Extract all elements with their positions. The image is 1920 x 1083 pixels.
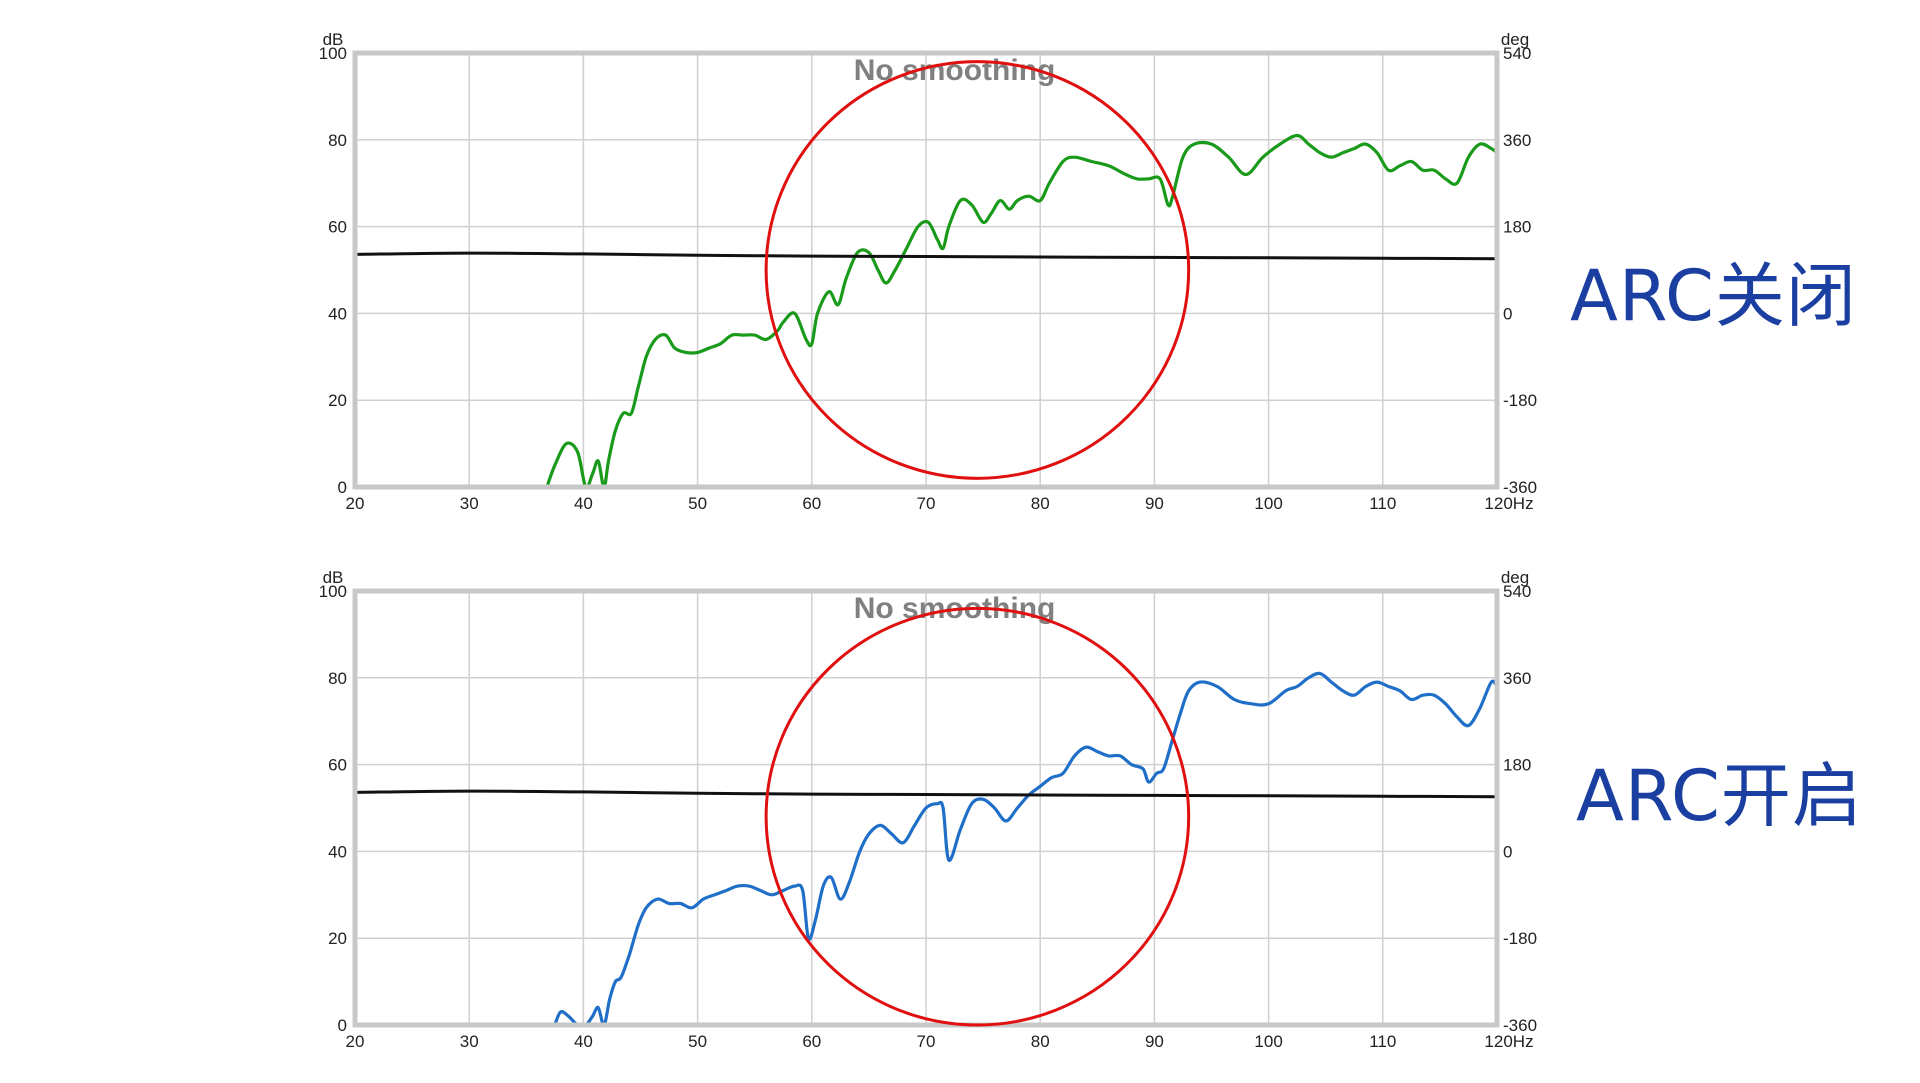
x-tick-label: 120Hz — [1484, 1032, 1533, 1051]
x-tick-label: 30 — [460, 1032, 479, 1051]
annotation-circle — [764, 60, 1191, 480]
x-tick-label: 80 — [1031, 494, 1050, 513]
y-axis-unit: dB — [323, 30, 344, 49]
x-tick-label: 110 — [1369, 494, 1396, 513]
x-tick-label: 90 — [1145, 1032, 1164, 1051]
y-tick-label: 100 — [319, 582, 347, 601]
y-tick-label: 0 — [338, 478, 347, 497]
plot-frame — [352, 588, 1500, 1028]
arc-on-label: ARC开启 — [1576, 755, 1863, 837]
y2-tick-label: -360 — [1503, 478, 1537, 497]
y-tick-label: 80 — [328, 669, 347, 688]
x-tick-label: 50 — [688, 494, 707, 513]
x-tick-label: 100 — [1254, 494, 1282, 513]
annotation-circle — [764, 606, 1191, 1027]
x-tick-label: 30 — [460, 494, 479, 513]
y2-tick-label: 180 — [1503, 218, 1531, 237]
x-tick-label: 70 — [917, 494, 936, 513]
series-group — [355, 133, 1497, 487]
x-tick-label: 110 — [1369, 1032, 1396, 1051]
x-tick-label: 80 — [1031, 1032, 1050, 1051]
y-tick-label: 40 — [328, 842, 347, 861]
y-tick-label: 60 — [328, 756, 347, 775]
x-tick-label: 40 — [574, 494, 593, 513]
y-tick-label: 60 — [328, 218, 347, 237]
y-tick-label: 80 — [328, 131, 347, 150]
chart-arc-on: 20 30 40 50 60 70 80 90 100 110 120Hz020406080100-… — [319, 568, 1537, 1051]
response-line — [553, 671, 1497, 1025]
y2-tick-label: 360 — [1503, 669, 1531, 688]
arc-off-label: ARC关闭 — [1570, 255, 1857, 337]
x-tick-label: 60 — [802, 494, 821, 513]
reference-line — [355, 251, 1497, 261]
y2-tick-label: 0 — [1503, 842, 1512, 861]
reference-line — [355, 789, 1497, 799]
y-tick-label: 100 — [319, 44, 347, 63]
x-tick-label: 20 — [346, 1032, 365, 1051]
series-group — [355, 671, 1497, 1025]
y2-tick-label: 0 — [1503, 304, 1512, 323]
y2-tick-label: -360 — [1503, 1016, 1537, 1035]
y2-tick-label: 180 — [1503, 756, 1531, 775]
y-tick-label: 20 — [328, 391, 347, 410]
x-tick-label: 20 — [346, 494, 365, 513]
response-line — [545, 133, 1497, 487]
y-axis-unit: dB — [323, 568, 344, 587]
x-tick-label: 40 — [574, 1032, 593, 1051]
x-tick-label: 50 — [688, 1032, 707, 1051]
y2-axis-unit: deg — [1501, 30, 1529, 49]
chart-arc-off: 20 30 40 50 60 70 80 90 100 110 120Hz020406080100-… — [319, 30, 1537, 513]
x-tick-label: 70 — [917, 1032, 936, 1051]
y2-tick-label: 540 — [1503, 582, 1531, 601]
y2-tick-label: -180 — [1503, 929, 1537, 948]
x-tick-label: 100 — [1254, 1032, 1282, 1051]
x-tick-label: 120Hz — [1484, 494, 1533, 513]
x-tick-label: 60 — [802, 1032, 821, 1051]
y-tick-label: 0 — [338, 1016, 347, 1035]
y-tick-label: 40 — [328, 304, 347, 323]
x-tick-label: 90 — [1145, 494, 1164, 513]
y2-tick-label: 360 — [1503, 131, 1531, 150]
y2-tick-label: -180 — [1503, 391, 1537, 410]
y-tick-label: 20 — [328, 929, 347, 948]
y2-tick-label: 540 — [1503, 44, 1531, 63]
y2-axis-unit: deg — [1501, 568, 1529, 587]
plot-frame — [352, 50, 1500, 490]
